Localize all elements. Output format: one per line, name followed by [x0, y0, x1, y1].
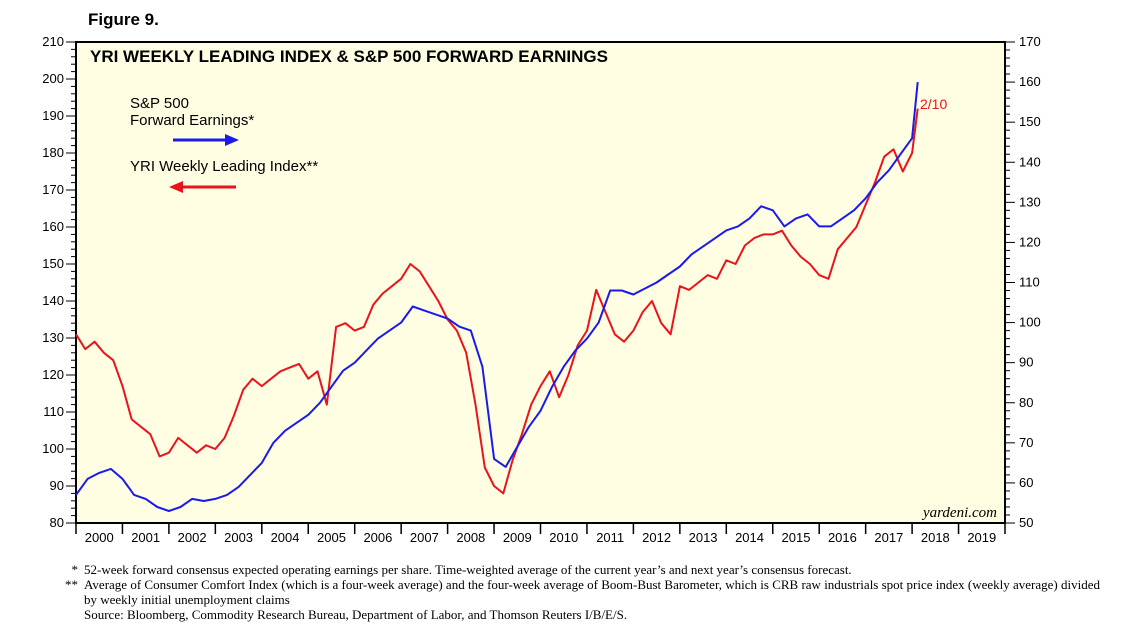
credit-label: yardeni.com [921, 505, 997, 521]
year-label: 2005 [317, 530, 346, 545]
left-tick-label: 190 [42, 108, 64, 123]
year-label: 2016 [828, 530, 857, 545]
left-axis: 80 90 100 110 120 130 140 150 160 170 180 190 200 210 [42, 34, 76, 530]
right-tick-label: 140 [1019, 154, 1041, 169]
right-axis: 50 60 70 80 90 100 110 120 130 140 150 160 170 [1005, 34, 1041, 530]
year-label: 2002 [178, 530, 207, 545]
left-tick-label: 130 [42, 330, 64, 345]
year-label: 2017 [874, 530, 903, 545]
end-date-label: 2/10 [920, 96, 947, 112]
year-label: 2001 [131, 530, 160, 545]
year-label: 2004 [271, 530, 300, 545]
left-tick-label: 100 [42, 441, 64, 456]
right-tick-label: 70 [1019, 435, 1033, 450]
right-tick-label: 120 [1019, 234, 1041, 249]
year-label: 2019 [967, 530, 996, 545]
legend-label: Forward Earnings* [130, 112, 254, 129]
left-tick-label: 210 [42, 34, 64, 49]
footnote-text: 52-week forward consensus expected opera… [84, 562, 852, 577]
left-tick-label: 90 [50, 478, 64, 493]
right-tick-label: 50 [1019, 515, 1033, 530]
footnote-mark [52, 607, 84, 622]
x-axis: 2000 2001 2002 2003 2004 2005 2006 2007 2008 2009… [75, 523, 1006, 545]
sp500-forward-earnings-line [75, 82, 919, 512]
year-label: 2003 [224, 530, 253, 545]
arrow-right-icon [225, 134, 239, 146]
year-label: 2015 [782, 530, 811, 545]
right-tick-label: 150 [1019, 114, 1041, 129]
arrow-left-icon [169, 181, 183, 193]
left-tick-label: 150 [42, 256, 64, 271]
footnote-mark: ** [65, 577, 78, 592]
year-label: 2009 [503, 530, 532, 545]
left-tick-label: 170 [42, 182, 64, 197]
footnote-text: Source: Bloomberg, Commodity Research Bu… [84, 607, 628, 622]
right-tick-label: 110 [1019, 275, 1040, 290]
right-tick-label: 170 [1019, 34, 1041, 49]
footnote: Source: Bloomberg, Commodity Research Bu… [52, 607, 1112, 622]
left-tick-label: 200 [42, 71, 64, 86]
right-tick-label: 90 [1019, 355, 1033, 370]
right-tick-label: 160 [1019, 74, 1041, 89]
left-tick-label: 120 [42, 367, 64, 382]
right-tick-label: 130 [1019, 194, 1041, 209]
chart-title: YRI WEEKLY LEADING INDEX & S&P 500 FORWA… [90, 47, 608, 66]
footnotes: * 52-week forward consensus expected oper… [52, 562, 1112, 622]
legend-label: S&P 500 [130, 95, 189, 112]
year-label: 2000 [85, 530, 114, 545]
year-label: 2010 [549, 530, 578, 545]
year-label: 2006 [363, 530, 392, 545]
chart: 8090100110120130140150160170180190200210… [42, 34, 1041, 545]
right-tick-label: 80 [1019, 395, 1033, 410]
year-label: 2013 [689, 530, 718, 545]
left-tick-label: 180 [42, 145, 64, 160]
left-tick-label: 140 [42, 293, 64, 308]
legend-label: YRI Weekly Leading Index** [130, 158, 318, 175]
right-tick-label: 60 [1019, 475, 1033, 490]
yri-leading-index-line [75, 108, 919, 495]
year-label: 2008 [456, 530, 485, 545]
left-tick-label: 160 [42, 219, 64, 234]
figure-label: Figure 9. [88, 10, 159, 29]
year-label: 2012 [642, 530, 671, 545]
footnote-mark: * [71, 562, 79, 577]
footnote: * 52-week forward consensus expected oper… [52, 562, 1112, 577]
year-label: 2007 [410, 530, 439, 545]
year-label: 2018 [921, 530, 950, 545]
right-tick-label: 100 [1019, 315, 1041, 330]
year-label: 2014 [735, 530, 764, 545]
footnote-text: Average of Consumer Comfort Index (which… [84, 577, 1100, 607]
footnote: ** Average of Consumer Comfort Index (whi… [52, 577, 1112, 607]
left-tick-label: 110 [43, 404, 64, 419]
series-layer [75, 82, 919, 512]
left-tick-label: 80 [50, 515, 64, 530]
year-label: 2011 [596, 530, 624, 545]
